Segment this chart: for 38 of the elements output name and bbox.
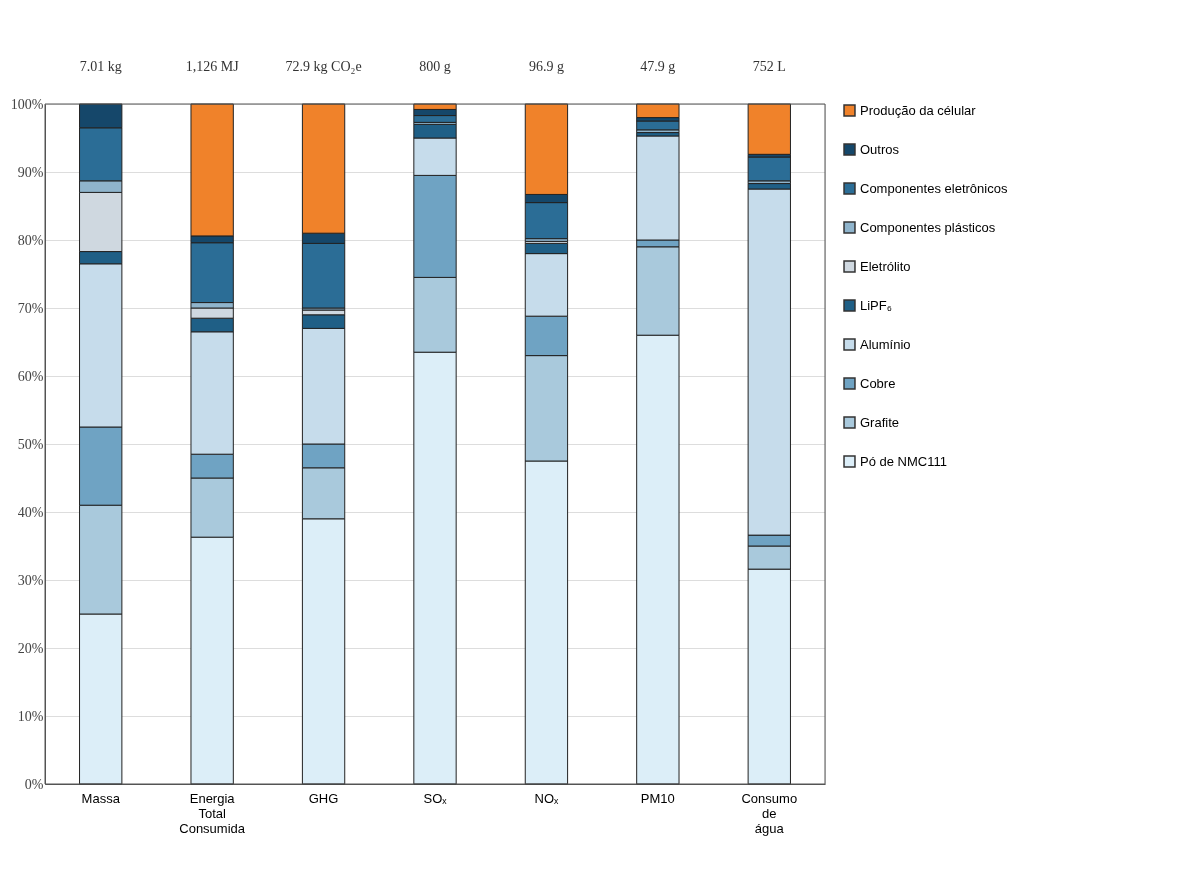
text: 7.01 kg [79, 59, 122, 74]
y-tick-label: 0% [24, 776, 44, 792]
legend-label: Componentes eletrônicos [860, 180, 1008, 196]
x-tick-label: PM10 [640, 790, 675, 806]
legend-label: Eletrólito [860, 258, 911, 274]
y-tick-label: 50% [17, 436, 44, 452]
x-tick-label: GHG [308, 790, 339, 806]
bar [747, 103, 791, 155]
x-tick-label: Consumo de água [741, 790, 798, 836]
x-tick-label: NOₓ [534, 790, 560, 806]
y-tick-label: 30% [17, 572, 44, 588]
text: 96.9 g [528, 59, 564, 74]
y-tick-label: 70% [17, 300, 44, 316]
legend-label: LiPF₆ [860, 297, 892, 313]
y-tick-label: 100% [10, 96, 44, 112]
y-tick-label: 60% [17, 368, 44, 384]
legend-label: Outros [860, 141, 900, 157]
text: 1,126 MJ [185, 59, 240, 74]
legend-label: Produção da célular [860, 102, 977, 118]
legend-label: Cobre [860, 375, 896, 391]
x-tick-label: Massa [81, 790, 121, 806]
legend-label: Componentes plásticos [860, 219, 996, 235]
text: 752 L [752, 59, 786, 74]
x-tick-label: Energia Total Consumida [179, 790, 246, 836]
y-tick-label: 40% [17, 504, 44, 520]
y-tick-label: 80% [17, 232, 44, 248]
bar [747, 156, 791, 182]
text: 47.9 g [640, 59, 676, 74]
x-tick-label: SOₓ [423, 790, 448, 806]
legend-label: Grafite [860, 414, 900, 430]
legend-label: Pó de NMC111 [860, 453, 947, 469]
y-tick-label: 20% [17, 640, 44, 656]
bar [636, 103, 680, 119]
text: 800 g [419, 59, 451, 74]
legend-label: Alumínio [860, 336, 911, 352]
text: 72.9 kg CO₂e [285, 59, 362, 74]
y-tick-label: 10% [17, 708, 44, 724]
y-tick-label: 90% [17, 164, 44, 180]
